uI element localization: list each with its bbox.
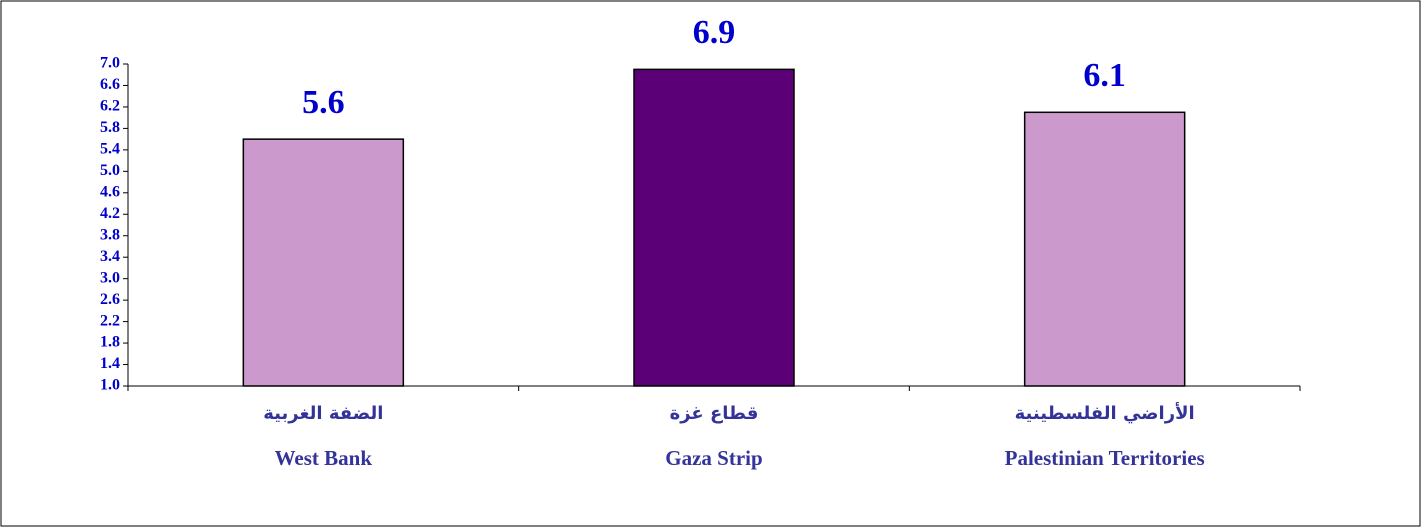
- y-tick-label: 3.0: [100, 269, 120, 286]
- y-tick-label: 2.2: [100, 312, 120, 329]
- x-tick-label: West Bank: [275, 446, 373, 470]
- y-tick-label: 1.0: [100, 377, 120, 394]
- y-tick-label: 6.2: [100, 98, 120, 115]
- y-tick-label: 4.2: [100, 205, 120, 222]
- value-label: 5.6: [302, 84, 345, 121]
- bar: [1023, 111, 1186, 387]
- y-tick-label: 5.0: [100, 162, 120, 179]
- y-tick-label: 7.0: [100, 55, 120, 72]
- y-tick-label: 6.6: [100, 76, 120, 93]
- y-tick-label: 2.6: [100, 291, 120, 308]
- x-tick-label-arabic: الضفة الغربية: [263, 403, 383, 424]
- y-tick-label: 5.4: [100, 141, 120, 158]
- y-tick-label: 3.4: [100, 248, 120, 265]
- x-tick-label: Palestinian Territories: [1005, 446, 1205, 470]
- x-tick-label: Gaza Strip: [665, 446, 762, 470]
- bar: [633, 68, 795, 387]
- value-label: 6.1: [1083, 57, 1126, 94]
- bar: [242, 138, 405, 387]
- y-tick-label: 5.8: [100, 119, 120, 136]
- x-tick-label-arabic: الأراضي الفلسطينية: [1015, 402, 1195, 424]
- value-label: 6.9: [693, 14, 736, 51]
- y-tick-label: 1.8: [100, 334, 120, 351]
- y-tick-label: 4.6: [100, 183, 120, 200]
- y-tick-label: 1.4: [100, 355, 120, 372]
- x-tick-label-arabic: قطاع غزة: [670, 403, 759, 424]
- y-tick-label: 3.8: [100, 226, 120, 243]
